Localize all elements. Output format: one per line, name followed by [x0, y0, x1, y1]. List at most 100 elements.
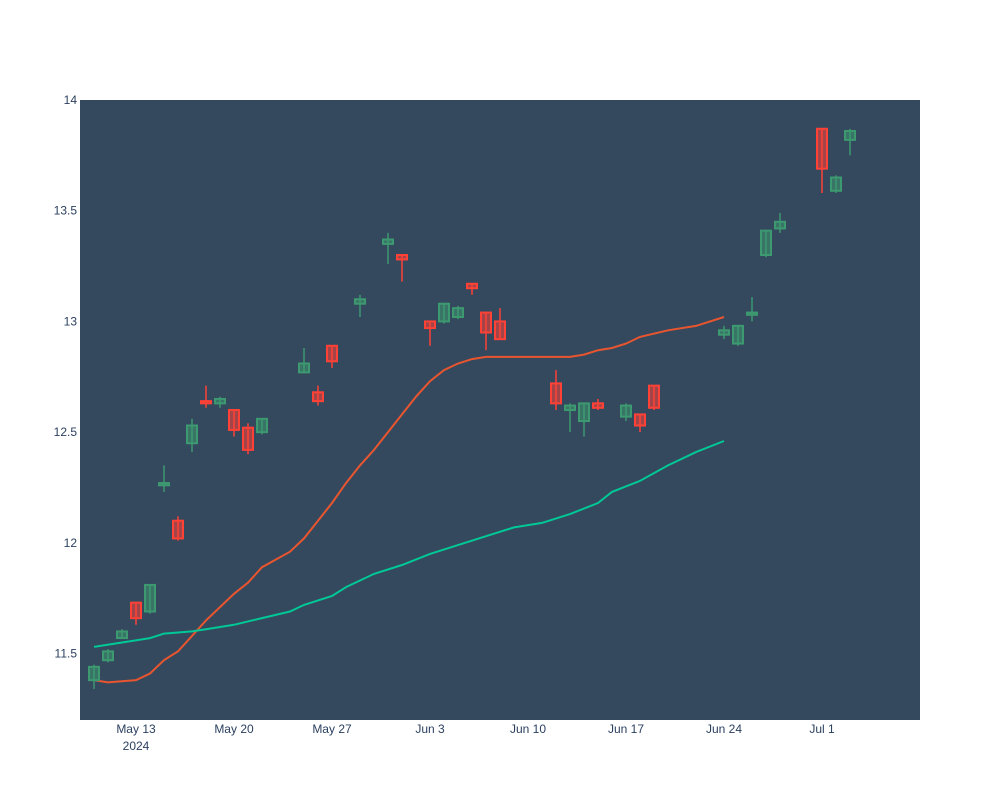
candle	[424, 320, 436, 346]
candle	[228, 409, 240, 437]
candle-body-decreasing	[480, 311, 492, 334]
candle-body-decreasing	[312, 391, 324, 403]
candle-body-increasing	[830, 176, 842, 192]
candle-body-increasing	[144, 583, 156, 613]
y-tick-label: 11.5	[55, 647, 78, 661]
candle-body-decreasing	[550, 382, 562, 405]
candle	[200, 385, 212, 408]
candle	[844, 128, 856, 156]
x-tick-sublabel: 2024	[123, 739, 150, 753]
candle-body-decreasing	[634, 413, 646, 427]
candle-body-decreasing	[200, 400, 212, 405]
candle	[242, 423, 254, 455]
candle	[438, 302, 450, 324]
candle	[620, 403, 632, 422]
candle-body-increasing	[438, 302, 450, 323]
candle	[466, 282, 478, 295]
x-tick-label: Jul 1	[809, 722, 835, 736]
candle	[592, 398, 604, 410]
candle	[298, 348, 310, 374]
x-tick-label: Jun 10	[510, 722, 546, 736]
candle	[116, 629, 128, 640]
candle-body-decreasing	[228, 409, 240, 431]
candle-body-decreasing	[424, 320, 436, 330]
candle-body-decreasing	[172, 519, 184, 540]
x-tick-label: May 20	[214, 722, 254, 736]
candle	[130, 601, 142, 625]
candle	[718, 325, 730, 340]
ma-long-line	[93, 440, 725, 648]
candle	[144, 583, 156, 614]
candle-body-decreasing	[326, 344, 338, 363]
candle-body-increasing	[718, 329, 730, 336]
candle	[760, 229, 772, 258]
x-tick-label: Jun 3	[415, 722, 445, 736]
x-tick-label: May 13	[116, 722, 156, 736]
candle-body-increasing	[620, 404, 632, 418]
y-tick-label: 12.5	[54, 425, 78, 439]
candle	[382, 232, 394, 264]
candle	[312, 385, 324, 406]
candle-body-decreasing	[466, 282, 478, 290]
candle-body-decreasing	[816, 127, 828, 170]
candle	[214, 396, 226, 408]
candle-body-decreasing	[130, 601, 142, 620]
candle-body-increasing	[158, 482, 170, 487]
x-tick-label: May 27	[312, 722, 352, 736]
y-tick-label: 14	[64, 93, 78, 107]
x-tick-label: Jun 17	[608, 722, 644, 736]
y-axis: 11.5 12 12.5 13 13.5 14	[54, 93, 78, 661]
candle	[564, 403, 576, 433]
candle	[172, 516, 184, 541]
candle-body-increasing	[774, 220, 786, 230]
candle-body-increasing	[354, 298, 366, 305]
candle	[186, 418, 198, 453]
candle-body-increasing	[116, 630, 128, 640]
candle	[102, 649, 114, 663]
candle	[354, 294, 366, 317]
y-tick-label: 13	[64, 314, 78, 328]
candle-body-increasing	[88, 665, 100, 682]
candle	[816, 127, 828, 193]
candle-body-increasing	[186, 424, 198, 445]
candle	[550, 370, 562, 410]
candle	[480, 311, 492, 351]
candle-body-increasing	[214, 397, 226, 405]
candle-body-increasing	[382, 238, 394, 245]
x-tick-label: Jun 24	[706, 722, 742, 736]
candle	[746, 297, 758, 322]
candle	[256, 417, 268, 435]
plot-area	[80, 100, 920, 720]
moving-average-lines	[93, 316, 725, 684]
candles	[88, 127, 856, 689]
x-axis: May 13 2024 May 20 May 27 Jun 3 Jun 10 Jun 17 J…	[116, 722, 835, 753]
candle-body-increasing	[732, 324, 744, 345]
candle-body-increasing	[844, 130, 856, 141]
candle-body-increasing	[760, 229, 772, 256]
candle-body-increasing	[452, 307, 464, 318]
candle-body-decreasing	[592, 402, 604, 409]
candle-body-increasing	[564, 404, 576, 412]
candle	[732, 324, 744, 346]
candle	[494, 308, 506, 341]
candle-body-increasing	[578, 402, 590, 423]
y-tick-label: 12	[64, 536, 78, 550]
candle	[578, 402, 590, 437]
candle	[158, 465, 170, 492]
candle	[648, 384, 660, 410]
candle-body-increasing	[256, 417, 268, 434]
candle	[88, 664, 100, 689]
candle	[634, 413, 646, 433]
candle-body-decreasing	[648, 384, 660, 409]
candle	[774, 212, 786, 233]
candle	[396, 254, 408, 282]
candle	[326, 344, 338, 368]
candle-body-decreasing	[494, 320, 506, 341]
candle-body-increasing	[298, 362, 310, 374]
candle-body-decreasing	[396, 254, 408, 261]
y-tick-label: 13.5	[54, 204, 78, 218]
candle-body-increasing	[102, 650, 114, 662]
candle-body-increasing	[746, 311, 758, 316]
